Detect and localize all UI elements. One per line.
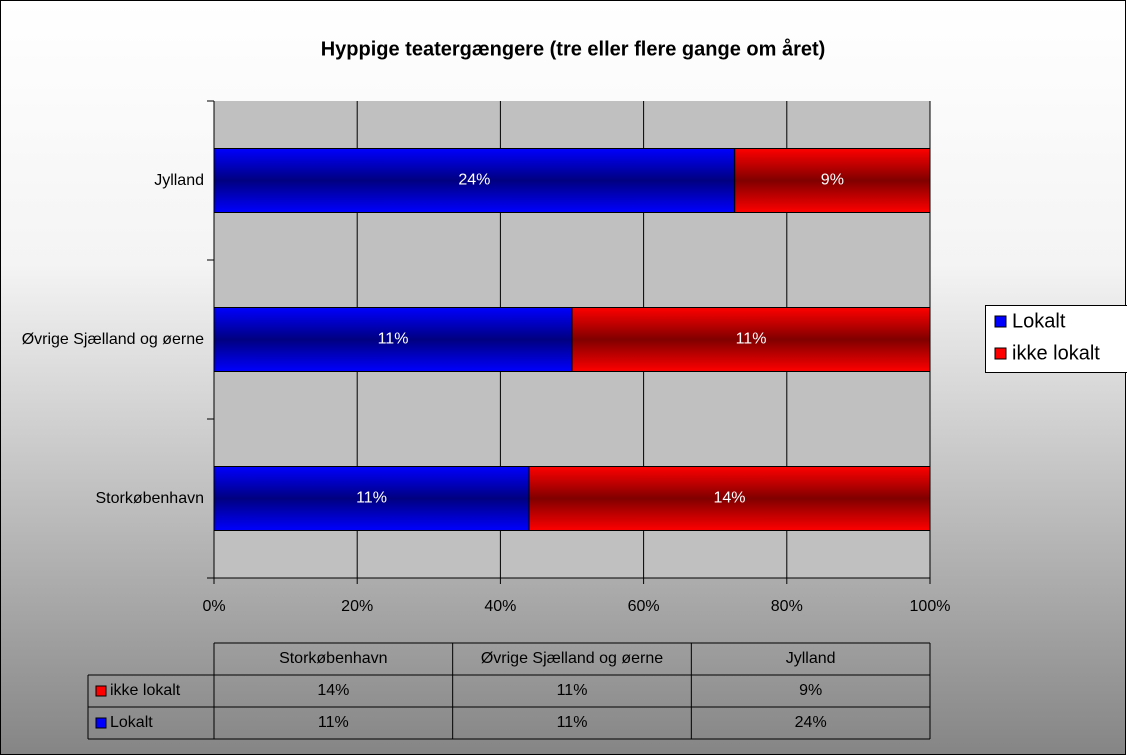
bar [213,307,573,372]
table-row-label: Lokalt [110,714,153,731]
legend-marker [994,315,1007,328]
bar [213,148,736,213]
table-cell: 11% [557,682,588,699]
x-tick-label: 40% [484,598,516,615]
table-legend-marker [95,685,107,697]
table-cell: 14% [317,682,349,699]
table-row-label: ikke lokalt [110,682,181,699]
data-label: 14% [714,490,746,507]
chart-title: Hyppige teatergængere (tre eller flere g… [321,37,826,60]
x-tick-label: 60% [628,598,660,615]
x-tick-label: 80% [771,598,803,615]
table-header: Øvrige Sjælland og øerne [481,650,663,667]
table-header: Storkøbenhavn [279,650,388,667]
legend-label: Lokalt [1012,310,1066,332]
y-tick-label: Øvrige Sjælland og øerne [21,330,204,348]
table-cell: 24% [795,714,827,731]
bar [528,466,931,531]
y-tick-label: Storkøbenhavn [95,489,204,507]
legend-label: ikke lokalt [1012,342,1100,364]
data-label: 11% [378,331,409,348]
data-label: 11% [356,490,387,507]
bar [571,307,931,372]
x-tick-label: 20% [341,598,373,615]
table-cell: 11% [318,714,349,731]
x-tick-label: 100% [910,598,951,615]
bar [734,148,931,213]
data-label: 11% [736,331,767,348]
legend-box [985,305,1127,373]
table-cell: 9% [799,682,822,699]
table-legend-marker [95,717,107,729]
table-header: Jylland [786,650,836,667]
x-tick-label: 0% [202,598,225,615]
y-tick-label: Jylland [154,171,204,189]
legend-marker [994,347,1007,360]
table-cell: 11% [557,714,588,731]
data-label: 9% [821,172,844,189]
data-label: 24% [458,172,490,189]
